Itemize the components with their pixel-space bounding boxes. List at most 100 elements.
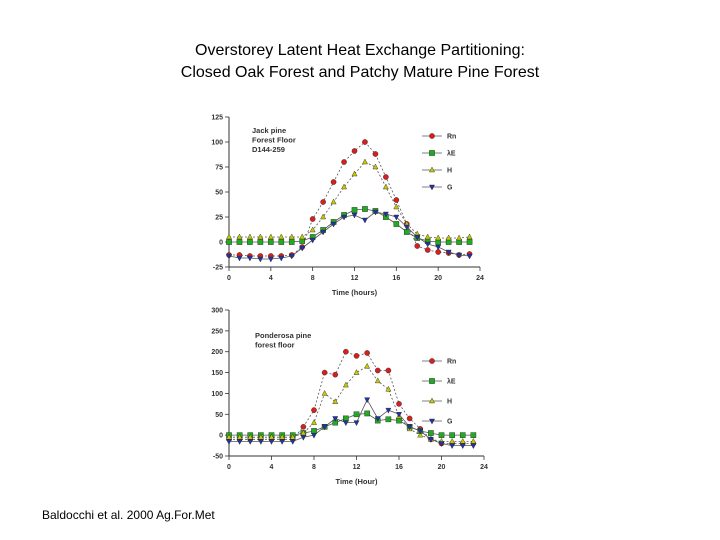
panel-annotation: Forest Floor: [252, 136, 296, 145]
data-point: [406, 415, 413, 422]
chart-panel-2: -50 0 50 100 150 200 250 300 0 4 8 12 16 20 24 Time (Ho…: [211, 308, 488, 487]
data-point: [257, 239, 264, 245]
legend-label: G: [447, 185, 453, 192]
legend-marker: [429, 397, 435, 404]
data-point: [257, 439, 264, 445]
data-point: [299, 245, 306, 252]
x-tick-label: 8: [311, 275, 315, 282]
data-point: [246, 255, 253, 262]
data-point: [353, 353, 360, 359]
panel-annotation: forest floor: [255, 341, 295, 350]
legend-label: H: [447, 168, 452, 175]
data-point: [374, 377, 381, 384]
data-point: [257, 256, 264, 263]
data-point: [330, 198, 337, 205]
y-tick-label: 250: [211, 328, 223, 335]
data-point: [332, 398, 339, 404]
data-point: [289, 439, 296, 445]
data-point: [309, 216, 316, 222]
data-point: [353, 369, 360, 375]
data-point: [309, 237, 316, 244]
data-point: [309, 226, 316, 233]
data-point: [470, 432, 477, 438]
data-point: [362, 158, 368, 165]
legend-label: λE: [447, 150, 456, 158]
data-point: [435, 244, 442, 251]
data-point: [279, 439, 286, 445]
data-point: [353, 411, 360, 418]
series-4: [226, 209, 473, 263]
x-tick-label: 12: [353, 464, 361, 471]
citation: Baldocchi et al. 2000 Ag.For.Met: [42, 508, 215, 522]
data-point: [385, 367, 392, 374]
data-point: [268, 239, 274, 245]
data-point: [351, 148, 358, 154]
x-tick-label: 0: [227, 275, 231, 282]
data-point: [362, 139, 368, 145]
series-line: [229, 413, 474, 436]
data-point: [456, 252, 463, 259]
data-point: [320, 229, 327, 236]
data-point: [278, 255, 285, 262]
data-point: [459, 432, 466, 438]
data-point: [330, 221, 337, 228]
data-point: [372, 209, 379, 216]
series-line: [229, 141, 470, 257]
data-point: [374, 416, 381, 422]
data-point: [459, 437, 466, 444]
data-point: [438, 441, 445, 447]
data-point: [374, 367, 381, 374]
legend-label: Rn: [447, 134, 456, 141]
data-point: [396, 401, 402, 407]
x-tick-label: 16: [392, 275, 400, 282]
data-point: [417, 428, 424, 435]
data-point: [382, 183, 389, 190]
y-tick-label: 100: [211, 391, 223, 398]
data-point: [311, 428, 317, 434]
legend-label: λE: [447, 378, 456, 386]
series-1: [226, 348, 477, 447]
data-point: [393, 203, 400, 210]
data-point: [385, 385, 392, 392]
x-tick-label: 24: [480, 464, 488, 471]
x-tick-label: 0: [227, 464, 231, 471]
data-point: [382, 211, 389, 218]
data-point: [226, 239, 232, 245]
y-tick-label: 100: [211, 140, 223, 147]
y-tick-label: 50: [215, 190, 223, 197]
data-point: [414, 234, 421, 241]
y-tick-label: 0: [219, 240, 223, 247]
data-point: [396, 417, 402, 424]
x-tick-label: 20: [434, 275, 442, 282]
data-point: [267, 233, 274, 240]
data-point: [470, 443, 477, 450]
y-tick-label: 0: [219, 433, 223, 440]
data-point: [456, 234, 463, 241]
series-3: [226, 362, 477, 444]
data-point: [362, 217, 368, 224]
data-point: [459, 443, 466, 450]
data-point: [342, 381, 349, 388]
data-point: [393, 197, 400, 203]
data-point: [321, 369, 328, 376]
series-line: [229, 161, 470, 239]
data-point: [257, 233, 264, 240]
data-point: [466, 239, 473, 245]
data-point: [341, 183, 347, 190]
legend-label: H: [447, 399, 452, 406]
legend-marker: [429, 418, 435, 425]
slide-title-line-1: Overstorey Latent Heat Exchange Partitio…: [195, 42, 525, 59]
data-point: [320, 213, 327, 220]
y-tick-label: 200: [211, 349, 223, 356]
legend-label: G: [447, 419, 453, 426]
data-point: [300, 423, 307, 430]
legend-marker: [429, 150, 435, 156]
data-point: [330, 179, 337, 185]
data-point: [466, 233, 473, 240]
x-axis-label: Time (hours): [332, 288, 378, 297]
data-point: [351, 170, 358, 177]
data-point: [445, 249, 452, 256]
data-point: [424, 247, 431, 253]
data-point: [236, 255, 243, 262]
panel-annotation: D144-259: [252, 145, 285, 154]
